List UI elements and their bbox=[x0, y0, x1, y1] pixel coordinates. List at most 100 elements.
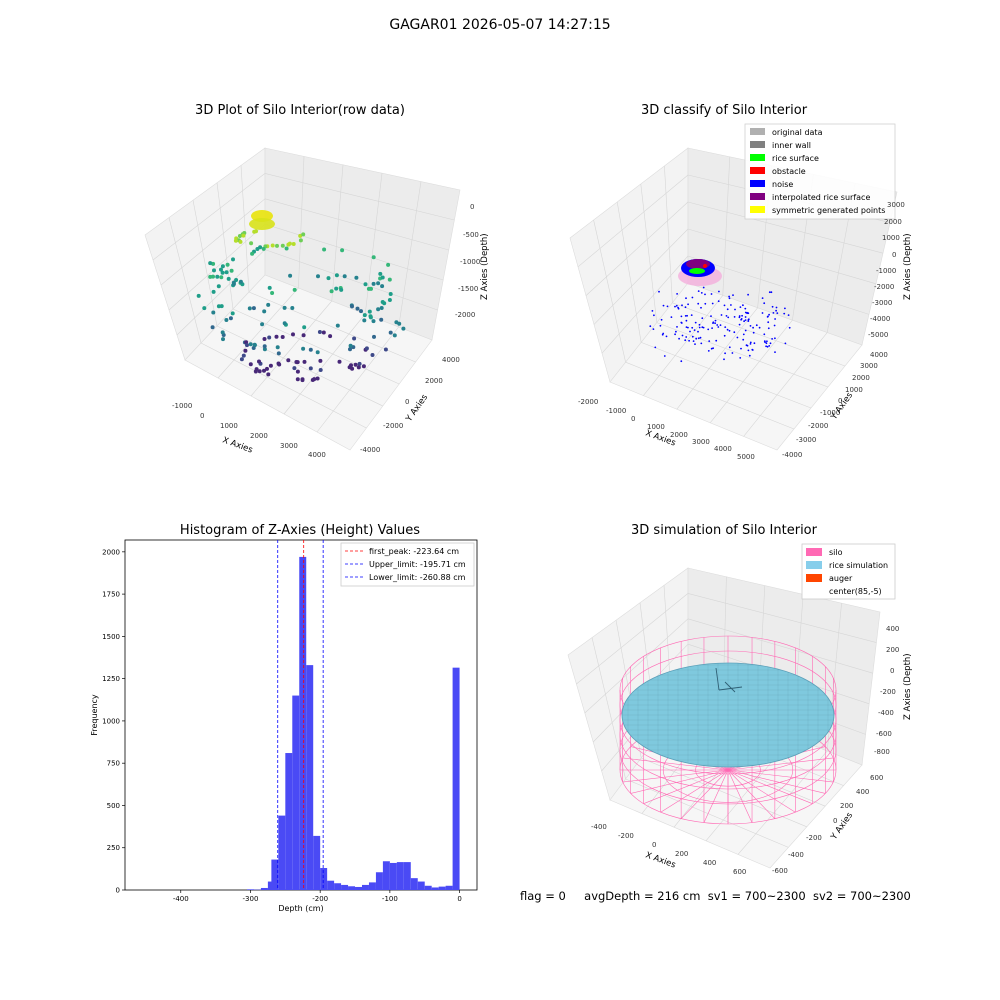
plot2-center-cluster bbox=[678, 259, 722, 286]
plot2-ytick: 3000 bbox=[860, 362, 878, 370]
plot1-point bbox=[301, 333, 306, 338]
plot1-point bbox=[287, 241, 292, 246]
plot2-ylabel: Y Axies bbox=[829, 390, 856, 422]
plot1-point bbox=[212, 268, 216, 273]
plot4-legend-label: center(85,-5) bbox=[829, 587, 882, 596]
plot3-ytick: 1250 bbox=[102, 675, 120, 683]
plot2-noise-point bbox=[694, 321, 697, 324]
plot1-point bbox=[356, 365, 361, 370]
plot2-noise-point bbox=[738, 315, 741, 317]
plot1-point bbox=[260, 322, 265, 327]
plot2-ztick: -2000 bbox=[874, 283, 894, 291]
plot2-noise-point bbox=[675, 304, 678, 307]
plot2-noise-point bbox=[733, 331, 736, 334]
plot1-ztick: -500 bbox=[463, 231, 479, 239]
plot2-ytick: -1000 bbox=[820, 409, 840, 417]
plot1-point bbox=[342, 274, 347, 279]
plot1-point bbox=[295, 369, 300, 374]
plot1-point bbox=[234, 278, 239, 282]
plot2-legend-swatch bbox=[750, 141, 765, 148]
plot1-point bbox=[362, 313, 367, 318]
plot1-ztick: 0 bbox=[470, 203, 474, 211]
plot2-noise-point bbox=[707, 350, 710, 352]
plot2-noise-point bbox=[744, 319, 747, 321]
plot1-point bbox=[276, 351, 281, 356]
plot4-zlabel: Z Axies (Depth) bbox=[903, 653, 913, 720]
plot4-ytick: -200 bbox=[806, 834, 822, 842]
plot4-legend-swatch bbox=[806, 574, 822, 582]
plot4-ytick: 600 bbox=[870, 774, 883, 782]
plot1-point bbox=[266, 302, 271, 307]
plot1-point bbox=[262, 309, 267, 314]
plot2-noise-point bbox=[670, 316, 673, 318]
plot2-noise-points bbox=[649, 286, 791, 363]
plot2-zlabel: Z Axies (Depth) bbox=[903, 233, 913, 300]
plot4-3d-simulation: silo rice simulation auger center(85,-5) -4… bbox=[567, 543, 913, 876]
plot1-point bbox=[220, 270, 225, 275]
plot2-noise-point bbox=[726, 328, 729, 331]
plot2-noise-point bbox=[738, 323, 741, 326]
plot1-point bbox=[348, 343, 353, 348]
plot1-point bbox=[350, 366, 355, 371]
plot2-noise-point bbox=[744, 311, 747, 314]
plot2-noise-point bbox=[784, 342, 787, 345]
plot2-noise-point bbox=[662, 304, 665, 307]
plot2-noise-point bbox=[680, 322, 683, 324]
plot1-point bbox=[298, 238, 303, 243]
plot1-xtick: 2000 bbox=[250, 432, 268, 440]
plot1-point bbox=[348, 347, 352, 352]
status-line: flag = 0 avgDepth = 216 cm sv1 = 700~230… bbox=[520, 889, 911, 903]
plot1-yellow-cluster bbox=[249, 210, 275, 230]
plot4-xtick: 600 bbox=[733, 868, 746, 876]
plot2-noise-point bbox=[740, 347, 742, 350]
plot1-point bbox=[322, 247, 327, 252]
plot1-point bbox=[292, 366, 297, 371]
plot2-noise-point bbox=[763, 302, 766, 305]
plot2-noise-point bbox=[717, 326, 720, 328]
plot4-xlabel: X Axies bbox=[644, 850, 677, 870]
plot1-point bbox=[368, 315, 373, 320]
plot2-ztick: -1000 bbox=[876, 267, 896, 275]
plot2-noise-point bbox=[660, 318, 663, 321]
plot1-point bbox=[363, 282, 368, 287]
plot2-xtick: -2000 bbox=[578, 398, 598, 406]
plot2-legend-swatch bbox=[750, 154, 765, 161]
plot2-noise-point bbox=[680, 315, 683, 318]
plot2-noise-point bbox=[766, 345, 769, 348]
plot4-ztick: 200 bbox=[886, 646, 899, 654]
plot2-noise-point bbox=[676, 326, 678, 328]
plot2-noise-point bbox=[758, 326, 761, 329]
plot3-bar bbox=[389, 862, 397, 890]
plot2-noise-point bbox=[677, 306, 679, 309]
plot2-noise-point bbox=[720, 314, 723, 316]
plot1-point bbox=[257, 369, 262, 374]
plot2-noise-point bbox=[774, 351, 776, 353]
plot2-noise-point bbox=[691, 335, 694, 338]
plot2-noise-point bbox=[662, 332, 665, 335]
plot2-noise-point bbox=[689, 330, 691, 333]
plot2-legend-label: original data bbox=[772, 128, 823, 137]
plot1-point bbox=[280, 243, 285, 248]
plot1-point bbox=[268, 363, 273, 368]
plot1-point bbox=[334, 273, 339, 278]
plot3-bar bbox=[292, 695, 300, 890]
plot1-point bbox=[366, 286, 371, 291]
plot2-ztick: -5000 bbox=[868, 331, 888, 339]
plot2-noise-point bbox=[747, 320, 750, 322]
plot2-noise-point bbox=[692, 340, 695, 342]
plot1-point bbox=[401, 326, 406, 331]
plot1-point bbox=[233, 238, 238, 243]
plot1-point bbox=[378, 271, 383, 276]
plot1-point bbox=[208, 261, 213, 266]
plot1-point bbox=[388, 330, 393, 335]
plot2-noise-point bbox=[765, 342, 768, 345]
plot3-bar bbox=[375, 872, 383, 890]
plot4-ztick: -800 bbox=[874, 748, 890, 756]
plot1-point bbox=[248, 362, 253, 367]
plot1-point bbox=[243, 348, 248, 353]
plot1-point bbox=[387, 298, 392, 302]
plot2-noise-point bbox=[752, 326, 754, 329]
plot1-point bbox=[370, 353, 375, 357]
plot1-point bbox=[371, 319, 376, 324]
plot2-noise-point bbox=[733, 316, 736, 318]
